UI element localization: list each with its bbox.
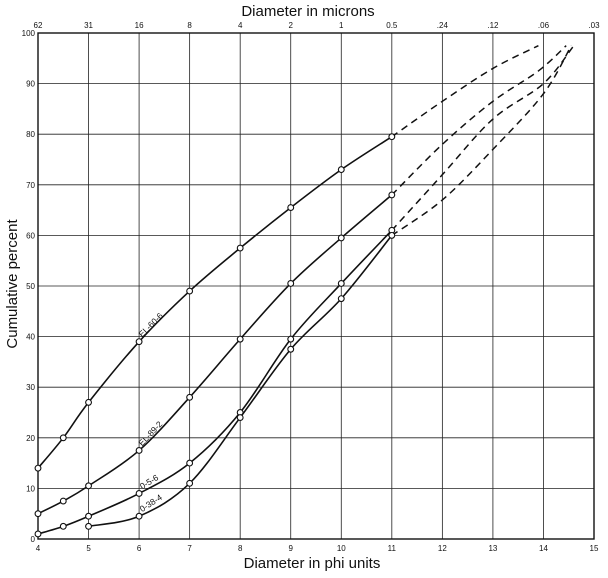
- y-tick-label: 90: [26, 80, 35, 89]
- y-axis-title: Cumulative percent: [4, 219, 21, 349]
- data-point: [59, 522, 67, 530]
- x-tick-label: 8: [238, 544, 243, 553]
- data-point: [186, 393, 194, 401]
- series-label: EL-60-6: [136, 310, 165, 339]
- x-tick-label: 15: [590, 544, 599, 553]
- series-label: EL-89-2: [136, 419, 164, 448]
- series-EL-89-2: [34, 45, 567, 518]
- data-point: [236, 244, 244, 252]
- data-point: [34, 530, 42, 538]
- y-tick-label: 60: [26, 231, 35, 240]
- top-axis-tick-label: .12: [487, 21, 499, 30]
- series-EL-60-6: [34, 44, 539, 472]
- top-axis-tick-label: 1: [339, 21, 344, 30]
- plot-frame: [37, 32, 595, 540]
- data-point: [85, 522, 92, 530]
- top-axis-tick-label: 62: [34, 21, 43, 30]
- x-tick-label: 10: [337, 544, 346, 553]
- y-tick-label: 100: [22, 29, 36, 38]
- data-point: [85, 398, 92, 406]
- x-tick-label: 7: [187, 544, 192, 553]
- series-extrapolated-line: [391, 44, 539, 138]
- top-axis-tick-label: 2: [289, 21, 294, 30]
- x-tick-label: 11: [388, 544, 397, 553]
- y-tick-label: 10: [26, 484, 35, 493]
- top-axis-tick-label: 0.5: [386, 21, 398, 30]
- series-extrapolated-line: [391, 45, 567, 196]
- data-point: [287, 204, 295, 212]
- data-point: [135, 338, 143, 346]
- y-tick-label: 70: [26, 181, 35, 190]
- data-point: [287, 345, 295, 353]
- y-tick-label: 40: [26, 333, 35, 342]
- data-point: [34, 464, 42, 472]
- data-point: [135, 512, 143, 520]
- data-point: [388, 133, 396, 141]
- data-point: [186, 287, 194, 295]
- data-point: [85, 482, 92, 490]
- series-0-5-6: [34, 45, 575, 538]
- data-point: [85, 512, 92, 520]
- data-point: [236, 335, 244, 343]
- x-tick-label: 9: [289, 544, 294, 553]
- top-axis-tick-label: .06: [538, 21, 550, 30]
- data-point: [59, 434, 67, 442]
- x-tick-label: 5: [86, 544, 91, 553]
- series-extrapolated-line: [391, 45, 572, 237]
- data-point: [59, 497, 67, 505]
- data-point: [337, 166, 345, 174]
- y-tick-label: 30: [26, 383, 35, 392]
- top-axis-tick-label: 4: [238, 21, 243, 30]
- data-point: [388, 191, 396, 199]
- top-axis-tick-label: .24: [437, 21, 449, 30]
- data-point: [337, 234, 345, 242]
- data-point: [337, 295, 345, 303]
- data-point: [287, 280, 295, 287]
- data-point: [388, 231, 396, 239]
- top-axis-tick-label: 8: [187, 21, 192, 30]
- top-axis-title: Diameter in microns: [241, 3, 374, 20]
- data-point: [236, 414, 244, 422]
- grid: [37, 32, 595, 540]
- top-axis-tick-labels: 62 31 16 8 4 2 1 0.5 .24 .12 .06 .03: [34, 21, 601, 30]
- top-axis-tick-label: .03: [588, 21, 600, 30]
- y-tick-label: 50: [26, 282, 35, 291]
- x-tick-label: 13: [488, 544, 497, 553]
- x-tick-labels: 4 5 6 7 8 9 10 11 12 13 14 15: [36, 544, 599, 553]
- y-tick-label: 80: [26, 130, 35, 139]
- x-tick-label: 6: [137, 544, 142, 553]
- data-point: [135, 447, 143, 454]
- y-tick-label: 20: [26, 434, 35, 443]
- data-point: [287, 335, 295, 343]
- x-tick-label: 4: [36, 544, 41, 553]
- data-point: [186, 479, 194, 487]
- x-axis-title: Diameter in phi units: [244, 555, 381, 572]
- series-extrapolated-line: [391, 45, 575, 231]
- top-axis-tick-label: 16: [135, 21, 144, 30]
- data-point: [337, 280, 345, 287]
- y-tick-labels: 0 10 20 30 40 50 60 70 80 90 100: [22, 29, 36, 544]
- series-0-38-4: [85, 45, 572, 530]
- data-point: [186, 459, 194, 467]
- series-layer: [34, 44, 575, 538]
- data-point: [34, 510, 42, 518]
- x-tick-label: 12: [438, 544, 447, 553]
- series-line: [37, 194, 393, 515]
- top-axis-tick-label: 31: [84, 21, 93, 30]
- y-tick-label: 0: [31, 535, 36, 544]
- data-point: [135, 490, 143, 497]
- x-tick-label: 14: [539, 544, 548, 553]
- series-line: [37, 229, 393, 535]
